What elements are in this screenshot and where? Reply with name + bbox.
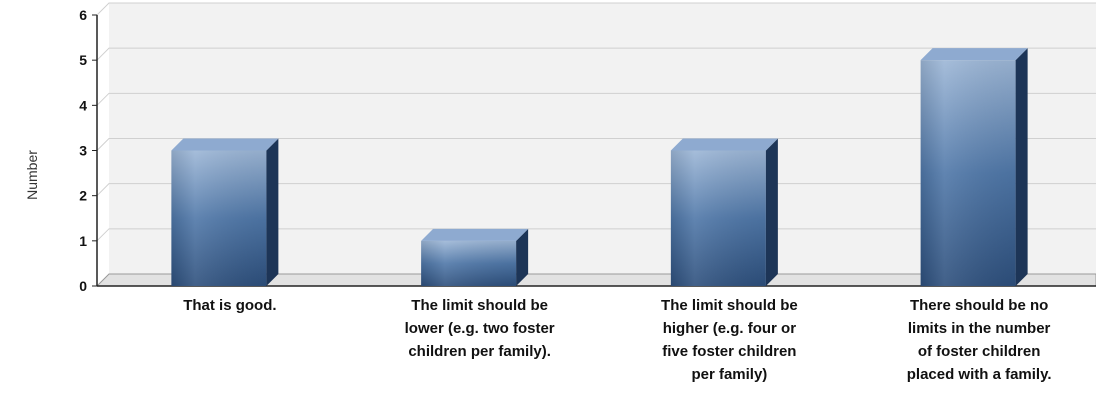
bar-top [421, 228, 529, 241]
bar-top [920, 48, 1028, 61]
bar-front-shade [421, 240, 517, 286]
y-tick-label: 3 [79, 143, 87, 159]
x-tick-label: limits in the number [908, 320, 1051, 337]
bar-3 [670, 138, 778, 286]
bar-front-shade [171, 150, 267, 286]
bar-side [1015, 48, 1028, 286]
gridline [96, 2, 1096, 16]
y-tick-label: 6 [79, 7, 87, 23]
x-tick-label: That is good. [183, 297, 276, 314]
x-tick-label: lower (e.g. two foster [405, 320, 555, 337]
x-tick-label: children per family). [408, 343, 551, 360]
y-axis-label: Number [24, 150, 40, 200]
bar-front-shade [920, 60, 1016, 286]
gridline [96, 92, 1096, 106]
bar-top [670, 138, 778, 151]
bar-side [765, 138, 778, 286]
x-tick-label: There should be no [910, 297, 1048, 314]
y-tick-label: 1 [79, 233, 87, 249]
x-tick-label: per family) [691, 366, 767, 383]
y-tick-label: 0 [79, 278, 87, 294]
y-tick-label: 5 [79, 52, 87, 68]
x-tick-label: The limit should be [411, 297, 548, 314]
bar-side [266, 138, 279, 286]
x-tick-label: higher (e.g. four or [663, 320, 796, 337]
labels-layer: That is good. The limit should be lower (e… [183, 297, 1051, 383]
x-tick-label: of foster children [918, 343, 1041, 360]
x-tick-label: five foster children [662, 343, 796, 360]
bar-2 [421, 228, 529, 286]
x-tick-label: The limit should be [661, 297, 798, 314]
y-tick-label: 4 [79, 97, 87, 113]
bar-top [171, 138, 279, 151]
bar-1 [171, 138, 279, 286]
bar-4 [920, 48, 1028, 286]
bar-front-shade [670, 150, 766, 286]
y-tick-label: 2 [79, 188, 87, 204]
x-tick-label: placed with a family. [907, 366, 1052, 383]
gridline [96, 47, 1096, 61]
bars-layer [171, 48, 1028, 286]
bar-side [516, 228, 529, 286]
